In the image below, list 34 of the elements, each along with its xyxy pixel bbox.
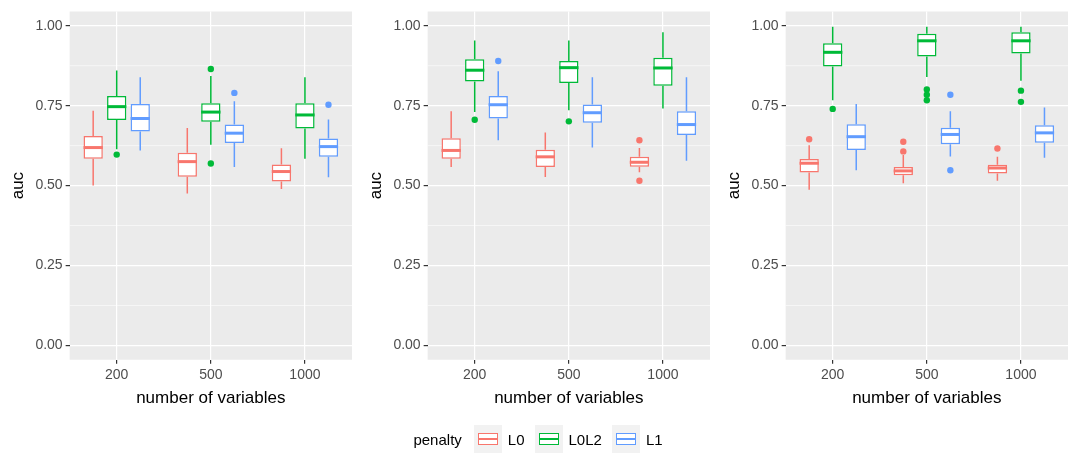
x-tick-label: 500 xyxy=(557,366,581,383)
y-tick-label: 0.00 xyxy=(751,336,779,353)
y-tick-label: 0.50 xyxy=(35,176,63,193)
y-tick-label: 0.75 xyxy=(751,96,779,113)
y-axis-title: auc xyxy=(365,171,385,200)
y-tick-label: 0.00 xyxy=(35,336,63,353)
legend-title: penalty xyxy=(413,430,462,448)
y-tick-label: 1.00 xyxy=(751,16,779,33)
x-axis-title: number of variables xyxy=(136,388,286,408)
legend-label: L0 xyxy=(507,430,525,448)
x-tick-label: 1000 xyxy=(289,366,321,383)
y-tick-label: 0.50 xyxy=(751,176,779,193)
y-axis-title: auc xyxy=(723,171,743,200)
x-tick-label: 1000 xyxy=(647,366,679,383)
x-axis-title: number of variables xyxy=(852,388,1002,408)
x-axis-title: number of variables xyxy=(494,388,644,408)
x-tick-label: 200 xyxy=(821,366,845,383)
legend-label: L0L2 xyxy=(568,430,602,448)
x-tick-label: 1000 xyxy=(1005,366,1037,383)
x-tick-label: 200 xyxy=(105,366,129,383)
y-tick-label: 1.00 xyxy=(393,16,421,33)
y-tick-label: 0.75 xyxy=(35,96,63,113)
y-tick-label: 0.75 xyxy=(393,96,421,113)
y-tick-label: 0.25 xyxy=(35,256,63,273)
y-tick-label: 0.50 xyxy=(393,176,421,193)
x-tick-label: 500 xyxy=(915,366,939,383)
y-tick-label: 0.00 xyxy=(393,336,421,353)
y-tick-label: 0.25 xyxy=(393,256,421,273)
y-tick-label: 0.25 xyxy=(751,256,779,273)
x-tick-label: 200 xyxy=(463,366,487,383)
y-tick-label: 1.00 xyxy=(35,16,63,33)
x-tick-label: 500 xyxy=(199,366,223,383)
y-axis-title: auc xyxy=(7,171,27,200)
legend-label: L1 xyxy=(645,430,663,448)
